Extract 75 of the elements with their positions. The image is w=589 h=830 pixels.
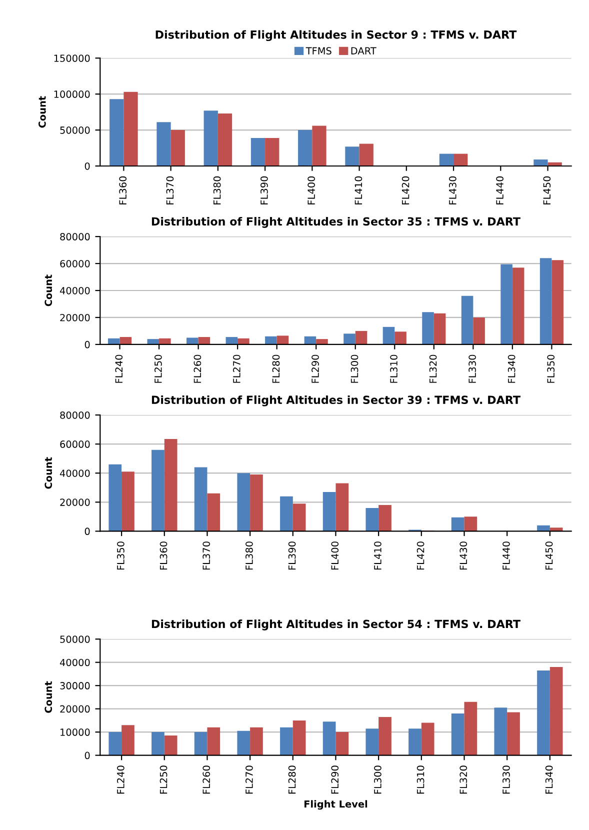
y-tick-label: 0 bbox=[84, 340, 90, 348]
x-tick-label: FL360 bbox=[160, 542, 168, 570]
x-tick-label: FL330 bbox=[502, 766, 510, 794]
y-tick-label: 60000 bbox=[60, 260, 90, 268]
x-tick-label: FL410 bbox=[374, 542, 382, 570]
x-tick-label: FL300 bbox=[350, 354, 358, 383]
y-tick-label: 50000 bbox=[60, 636, 90, 643]
x-tick-label: FL400 bbox=[308, 176, 315, 204]
y-axis-title: Count bbox=[44, 274, 52, 306]
x-tick-label: FL440 bbox=[496, 176, 504, 204]
x-tick-label: FL280 bbox=[272, 354, 280, 383]
y-tick-label: 100000 bbox=[54, 90, 90, 98]
x-tick-label: FL290 bbox=[331, 766, 339, 794]
x-tick-label: FL310 bbox=[416, 766, 424, 794]
chart-title: Distribution of Flight Altitudes in Sector 39 : TFMS v. DART bbox=[152, 395, 520, 406]
x-tick-label: FL340 bbox=[508, 354, 516, 383]
x-tick-label: FL420 bbox=[416, 542, 424, 570]
x-tick-label: FL410 bbox=[354, 176, 362, 204]
y-tick-label: 40000 bbox=[60, 658, 90, 666]
x-tick-label: FL320 bbox=[429, 354, 437, 383]
x-tick-label: FL360 bbox=[119, 176, 127, 204]
x-tick-label: FL270 bbox=[233, 354, 240, 383]
chart-title: Distribution of Flight Altitudes in Sector 9 : TFMS v. DART bbox=[156, 30, 517, 42]
x-tick-label: FL440 bbox=[502, 542, 510, 570]
x-tick-label: FL430 bbox=[460, 542, 468, 570]
y-tick-label: 20000 bbox=[60, 705, 90, 713]
x-tick-label: FL320 bbox=[460, 766, 468, 794]
x-axis-title: Flight Level bbox=[304, 800, 368, 810]
x-tick-label: FL380 bbox=[213, 176, 221, 204]
y-tick-label: 0 bbox=[84, 162, 90, 170]
y-tick-label: 0 bbox=[84, 752, 90, 760]
x-tick-label: FL450 bbox=[543, 176, 551, 204]
x-tick-label: FL350 bbox=[117, 542, 124, 570]
x-tick-label: FL250 bbox=[160, 766, 168, 794]
y-tick-label: 150000 bbox=[54, 54, 90, 62]
x-tick-label: FL240 bbox=[115, 354, 123, 383]
chart-title: Distribution of Flight Altitudes in Sector 35 : TFMS v. DART bbox=[152, 216, 520, 228]
x-tick-label: FL260 bbox=[202, 766, 210, 794]
x-tick-label: FL270 bbox=[246, 766, 253, 794]
x-tick-label: FL310 bbox=[390, 354, 398, 383]
y-axis-title: Count bbox=[44, 457, 52, 489]
x-tick-label: FL420 bbox=[402, 176, 410, 204]
y-tick-label: 20000 bbox=[60, 498, 90, 506]
x-tick-label: FL280 bbox=[288, 766, 296, 794]
y-axis-title: Count bbox=[44, 681, 52, 713]
y-tick-label: 40000 bbox=[60, 286, 90, 294]
x-tick-label: FL400 bbox=[331, 542, 339, 570]
x-tick-label: FL240 bbox=[117, 766, 124, 794]
legend-label: DART bbox=[351, 47, 376, 54]
x-tick-label: FL390 bbox=[288, 542, 296, 570]
x-tick-label: FL330 bbox=[468, 354, 476, 383]
x-tick-label: FL390 bbox=[260, 176, 268, 204]
x-tick-label: FL350 bbox=[547, 354, 555, 383]
y-tick-label: 20000 bbox=[60, 314, 90, 322]
x-tick-label: FL450 bbox=[545, 542, 553, 570]
chart-title: Distribution of Flight Altitudes in Sector 54 : TFMS v. DART bbox=[152, 620, 520, 630]
x-tick-label: FL290 bbox=[312, 354, 319, 383]
x-tick-label: FL370 bbox=[166, 176, 174, 204]
x-tick-label: FL250 bbox=[154, 354, 162, 383]
y-tick-label: 50000 bbox=[60, 126, 90, 134]
y-tick-label: 80000 bbox=[60, 411, 90, 419]
y-tick-label: 80000 bbox=[60, 233, 90, 240]
x-tick-label: FL380 bbox=[246, 542, 253, 570]
y-tick-label: 30000 bbox=[60, 682, 90, 690]
y-axis-title: Count bbox=[38, 96, 46, 128]
x-tick-label: FL370 bbox=[202, 542, 210, 570]
x-tick-label: FL300 bbox=[374, 766, 382, 794]
y-tick-label: 0 bbox=[84, 528, 90, 536]
y-tick-label: 40000 bbox=[60, 470, 90, 477]
legend-label: TFMS bbox=[306, 47, 332, 54]
y-tick-label: 60000 bbox=[60, 440, 90, 448]
x-tick-label: FL340 bbox=[545, 766, 553, 794]
x-tick-label: FL260 bbox=[194, 354, 202, 383]
x-tick-label: FL430 bbox=[448, 176, 456, 204]
y-tick-label: 10000 bbox=[60, 728, 90, 736]
